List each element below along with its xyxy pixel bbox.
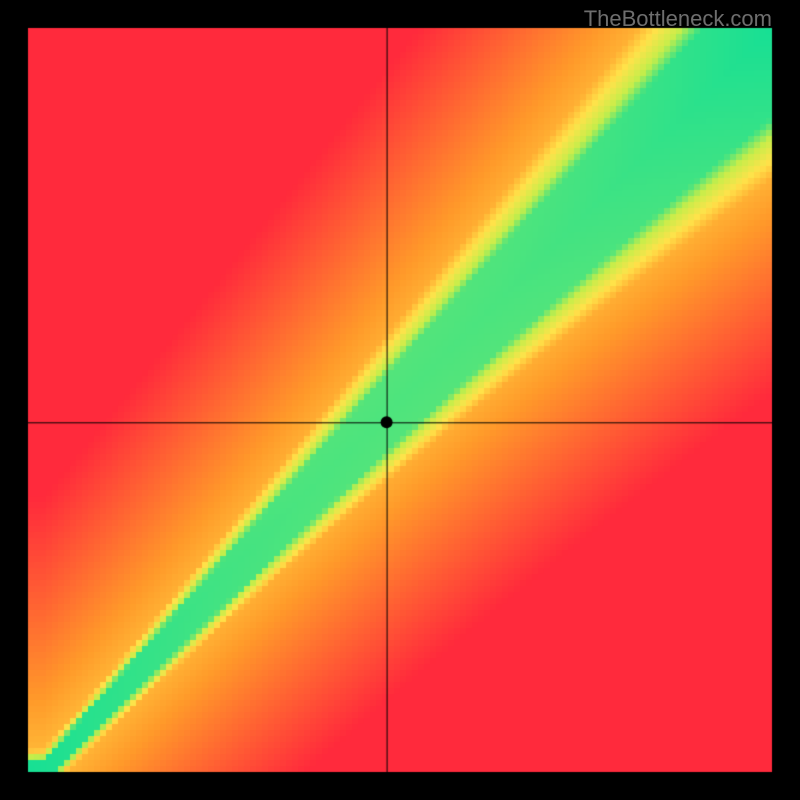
attribution-text: TheBottleneck.com bbox=[584, 6, 772, 32]
heatmap-canvas bbox=[0, 0, 800, 800]
chart-container: TheBottleneck.com bbox=[0, 0, 800, 800]
